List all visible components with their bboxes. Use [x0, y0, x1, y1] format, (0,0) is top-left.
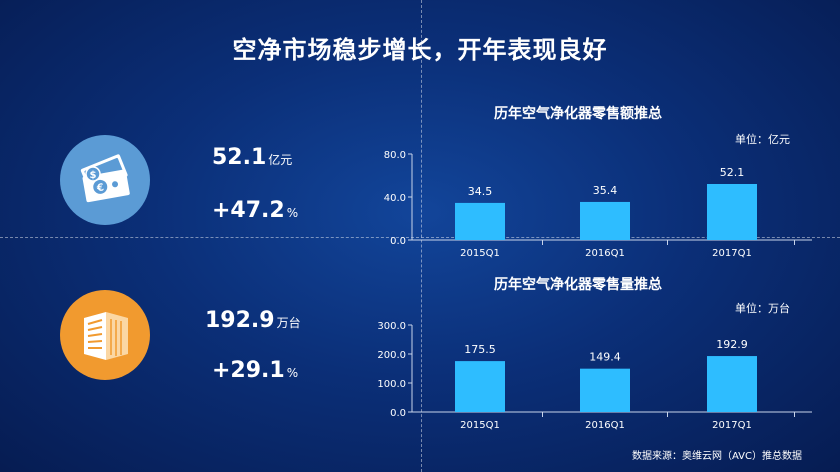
chart-1-bar — [455, 202, 505, 240]
chart-2-bar — [455, 361, 505, 412]
page-title: 空净市场稳步增长，开年表现良好 — [232, 36, 608, 64]
chart-1-x-tick-label: 2017Q1 — [712, 248, 752, 259]
chart-2-x-tick-label: 2016Q1 — [585, 420, 625, 431]
chart-2-bar — [580, 368, 630, 412]
sales-value: 52.1 亿元 — [212, 145, 292, 170]
chart-2-title: 历年空气净化器零售量推总 — [494, 277, 662, 293]
chart-1-y-tick-label: 0.0 — [390, 236, 406, 247]
money-icon: € $ — [60, 135, 150, 225]
sales-growth-unit: % — [286, 206, 299, 220]
chart-2-x-tick-label: 2017Q1 — [712, 420, 752, 431]
chart-1-x-tick-label: 2015Q1 — [460, 248, 500, 259]
sales-value-number: 52.1 — [212, 145, 267, 170]
sales-growth-number: +47.2 — [212, 198, 285, 223]
chart-1-data-label: 52.1 — [720, 166, 745, 179]
chart-1-y-tick-label: 40.0 — [384, 193, 406, 204]
server-icon — [60, 290, 150, 380]
chart-1-y-tick-label: 80.0 — [384, 150, 406, 161]
chart-2-y-tick-label: 0.0 — [390, 408, 406, 419]
chart-2-unit: 单位：万台 — [735, 302, 790, 315]
vertical-guide-line — [421, 0, 422, 472]
volume-growth-unit: % — [286, 366, 299, 380]
volume-growth-number: +29.1 — [212, 358, 285, 383]
chart-1-data-label: 35.4 — [593, 184, 618, 197]
volume-value-unit: 万台 — [276, 316, 301, 330]
data-source-note: 数据来源：奥维云网（AVC）推总数据 — [631, 451, 802, 462]
horizontal-guide-line — [0, 237, 840, 238]
chart-2-y-tick-label: 100.0 — [377, 379, 406, 390]
chart-1-title: 历年空气净化器零售额推总 — [494, 106, 662, 122]
volume-growth: +29.1% — [212, 358, 298, 383]
volume-value-number: 192.9 — [205, 308, 275, 333]
chart-2-bar — [707, 356, 757, 412]
chart-2-x-tick-label: 2015Q1 — [460, 420, 500, 431]
chart-1-data-label: 34.5 — [468, 185, 493, 198]
chart-2-data-label: 192.9 — [716, 338, 748, 351]
chart-1-unit: 单位：亿元 — [735, 133, 790, 146]
chart-1-bar — [707, 183, 757, 240]
chart-1-bar — [580, 201, 630, 240]
svg-text:$: $ — [90, 170, 97, 181]
chart-2-data-label: 175.5 — [464, 343, 496, 356]
svg-text:€: € — [95, 182, 105, 194]
sales-growth: +47.2% — [212, 198, 298, 223]
chart-2-data-label: 149.4 — [589, 351, 621, 364]
volume-value: 192.9 万台 — [205, 308, 301, 333]
chart-2-y-tick-label: 300.0 — [377, 321, 406, 332]
chart-2-y-tick-label: 200.0 — [377, 350, 406, 361]
chart-1-x-tick-label: 2016Q1 — [585, 248, 625, 259]
sales-value-unit: 亿元 — [268, 153, 293, 167]
